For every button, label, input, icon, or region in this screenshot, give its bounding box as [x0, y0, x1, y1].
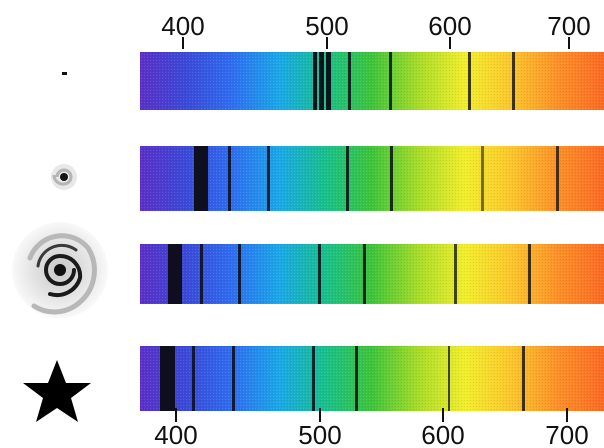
- top-tick-label-600: 600: [428, 11, 471, 41]
- absorption-line: [326, 52, 331, 110]
- absorption-lines-0: [313, 52, 515, 110]
- spectrum-strip-3: [140, 346, 604, 411]
- absorption-line: [454, 244, 457, 304]
- absorption-line: [232, 346, 235, 411]
- absorption-line: [512, 52, 515, 110]
- absorption-lines-3: [160, 346, 525, 411]
- spectrum-dither-1: [140, 146, 604, 211]
- small-galaxy-arm: [52, 168, 73, 186]
- bottom-axis: 400 500 600 700: [154, 408, 589, 448]
- absorption-line: [318, 244, 321, 304]
- spectrum-dither-0: [140, 52, 604, 110]
- absorption-line: [522, 346, 525, 411]
- spectra-strips: [140, 52, 604, 411]
- top-tick-label-500: 500: [305, 11, 348, 41]
- absorption-line: [355, 346, 358, 411]
- bottom-tick-label-400: 400: [154, 420, 197, 448]
- absorption-line: [238, 244, 241, 304]
- absorption-line: [389, 52, 392, 110]
- absorption-line: [481, 146, 484, 211]
- top-tick-label-400: 400: [161, 11, 204, 41]
- large-galaxy-inner-arm: [44, 253, 83, 298]
- absorption-line: [313, 52, 317, 110]
- absorption-line: [556, 146, 559, 211]
- absorption-lines-2: [168, 244, 531, 304]
- object-icons: [12, 72, 108, 422]
- absorption-line: [168, 244, 182, 304]
- star-icon: [23, 360, 91, 422]
- absorption-line: [228, 146, 231, 211]
- absorption-line: [192, 346, 195, 411]
- bottom-tick-label-500: 500: [298, 420, 341, 448]
- absorption-line: [390, 146, 393, 211]
- absorption-line: [312, 346, 315, 411]
- large-spiral-galaxy-icon: [12, 222, 108, 318]
- small-spiral-galaxy-icon: [51, 164, 77, 190]
- tiny-dot-icon: [62, 72, 67, 75]
- bottom-tick-label-600: 600: [421, 420, 464, 448]
- spectrum-dither-2: [140, 244, 604, 304]
- absorption-line: [319, 52, 324, 110]
- absorption-lines-1: [194, 146, 559, 211]
- large-galaxy-core: [54, 264, 66, 276]
- top-axis: 400 500 600 700: [161, 11, 591, 49]
- spectrum-strip-1: [140, 146, 604, 211]
- absorption-line: [160, 346, 175, 411]
- absorption-line: [363, 244, 366, 304]
- absorption-line: [267, 146, 270, 211]
- small-galaxy-core: [60, 173, 68, 181]
- absorption-line: [528, 244, 531, 304]
- absorption-line: [348, 52, 351, 110]
- absorption-line: [448, 346, 450, 411]
- spectrum-dither-3: [140, 346, 604, 411]
- large-galaxy-outer-arm: [27, 233, 97, 315]
- absorption-line: [200, 244, 203, 304]
- absorption-line: [346, 146, 349, 211]
- large-galaxy-dark-arm: [36, 243, 78, 268]
- bottom-tick-label-700: 700: [545, 420, 588, 448]
- spectrum-strip-2: [140, 244, 604, 304]
- spectrum-strip-0: [140, 52, 604, 110]
- absorption-line: [468, 52, 471, 110]
- absorption-line: [194, 146, 208, 211]
- top-tick-label-700: 700: [547, 11, 590, 41]
